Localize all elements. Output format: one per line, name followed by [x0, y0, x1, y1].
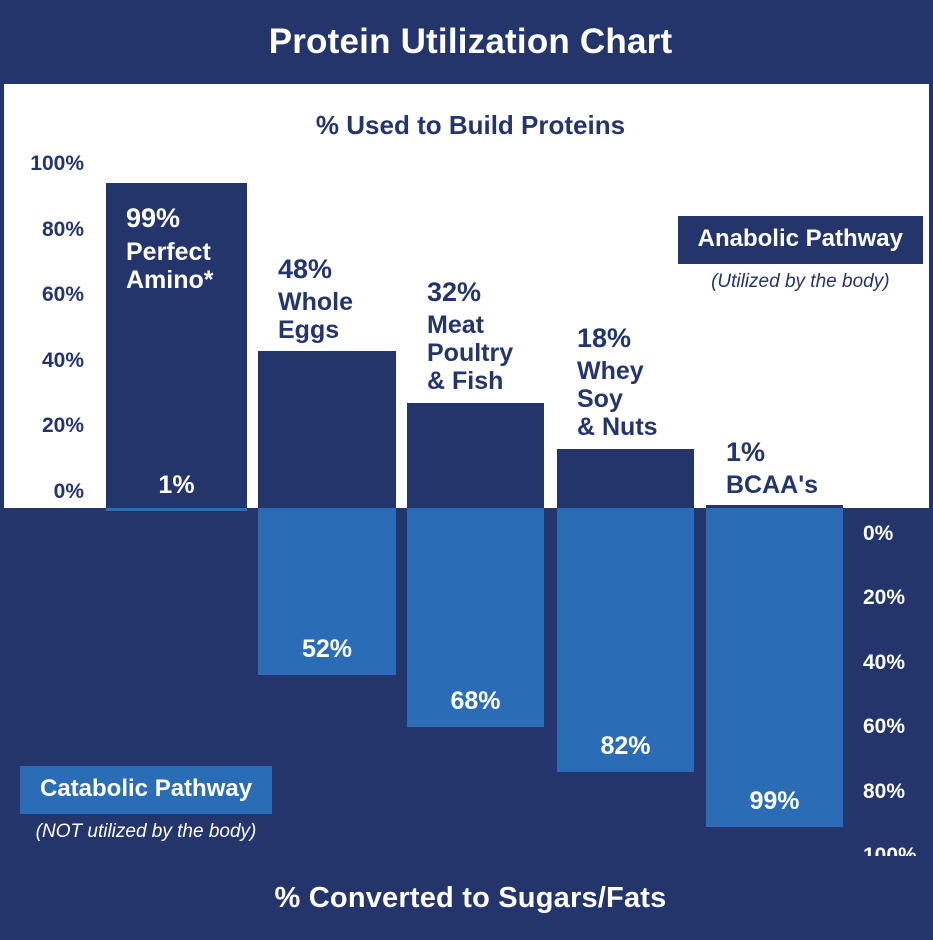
bar-bottom-percent-5: 99% — [749, 786, 800, 815]
bar-top-percent-2: 48% — [278, 253, 333, 284]
bar-bottom-5 — [706, 508, 843, 827]
lower-plot-area: 0%20%40%60%80%100% 1%52%68%82%99% Catabo… — [4, 471, 929, 867]
bar-top-4 — [557, 448, 694, 508]
bar-name-line-4-1: Whey — [577, 357, 644, 386]
bar-top-percent-4: 18% — [577, 322, 632, 353]
bar-bottom-4 — [557, 508, 694, 773]
footer-title: % Converted to Sugars/Fats — [274, 881, 667, 914]
upper-plot-area: % Used to Build Proteins 100% 80% 60% 40% 20… — [4, 84, 929, 508]
bar-top-3 — [407, 403, 544, 508]
left-axis-tick: 100% — [30, 152, 84, 175]
chart-header-band: Protein Utilization Chart — [4, 0, 929, 84]
left-axis-tick: 60% — [41, 283, 84, 307]
catabolic-pathway-badge: Catabolic Pathway — [20, 766, 273, 814]
chart-footer-band: % Converted to Sugars/Fats — [4, 856, 929, 940]
bar-name-line-4-3: & Nuts — [577, 413, 658, 442]
bar-name-line-3-1: Meat — [427, 311, 484, 340]
bar-top-percent-3: 32% — [427, 277, 482, 308]
bar-name-line-3-3: & Fish — [427, 367, 504, 396]
bar-name-line-2-1: Whole — [278, 287, 353, 316]
right-axis-tick: 40% — [863, 650, 906, 674]
right-axis-tick: 80% — [863, 779, 906, 803]
left-y-axis: 100% 80% 60% 40% 20% 0% — [4, 84, 100, 508]
bar-bottom-percent-1: 1% — [158, 471, 195, 500]
bar-label-3: 32% Meat Poultry & Fish — [427, 277, 513, 395]
bar-top-1 — [106, 183, 247, 508]
bar-name-line-4-2: Soy — [577, 385, 623, 414]
right-y-axis: 0%20%40%60%80%100% — [841, 508, 929, 867]
bar-label-2: 48% Whole Eggs — [278, 254, 353, 344]
anabolic-pathway-subtitle: (Utilized by the body) — [711, 271, 890, 292]
right-axis-tick: 0% — [863, 522, 894, 545]
bar-bottom-percent-2: 52% — [301, 635, 353, 664]
catabolic-pathway-subtitle: (NOT utilized by the body) — [35, 821, 257, 842]
page-title: Protein Utilization Chart — [268, 22, 673, 61]
left-axis-tick: 80% — [41, 217, 84, 241]
bar-top-5 — [706, 504, 843, 508]
bar-bottom-3 — [407, 508, 544, 727]
bar-name-line-2-2: Eggs — [278, 315, 340, 344]
anabolic-pathway-badge: Anabolic Pathway — [677, 216, 923, 264]
bar-bottom-2 — [258, 508, 396, 676]
right-axis-tick: 60% — [863, 715, 906, 739]
catabolic-pathway-legend: Catabolic Pathway (NOT utilized by the b… — [20, 766, 273, 843]
bar-name-line-5-1: BCAA's — [726, 470, 819, 499]
bar-name-line-3-2: Poultry — [427, 339, 514, 368]
upper-axis-title: % Used to Build Proteins — [315, 110, 626, 140]
left-axis-tick: 40% — [41, 348, 84, 372]
bar-bottom-percent-4: 82% — [600, 732, 651, 761]
bar-label-5: 1% BCAA's — [726, 437, 818, 499]
bar-top-percent-5: 1% — [726, 436, 766, 467]
right-axis-tick: 20% — [863, 586, 906, 610]
bar-bottom-percent-3: 68% — [450, 686, 501, 715]
left-axis-tick: 20% — [41, 414, 84, 438]
anabolic-pathway-legend: Anabolic Pathway (Utilized by the body) — [677, 216, 923, 293]
left-axis-tick: 0% — [53, 480, 84, 503]
bar-bottom-1 — [106, 508, 247, 512]
bar-top-2 — [258, 350, 396, 508]
bar-label-4: 18% Whey Soy & Nuts — [577, 323, 658, 441]
